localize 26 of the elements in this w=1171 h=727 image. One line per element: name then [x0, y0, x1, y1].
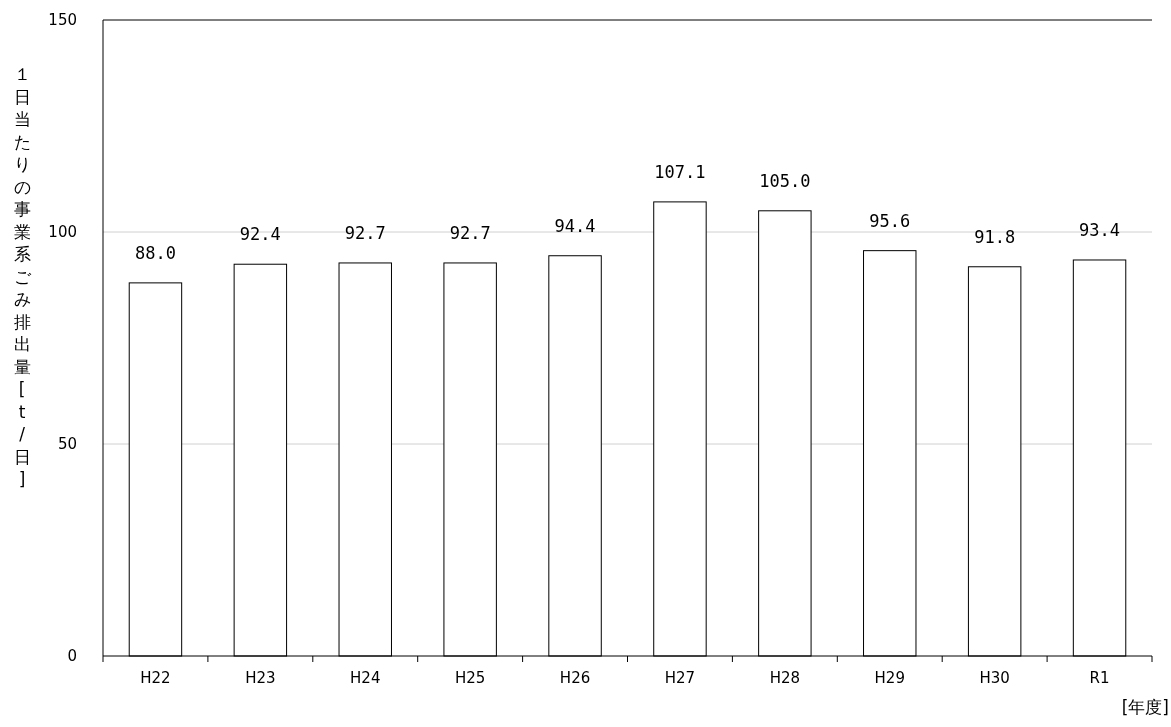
data-label: 92.4 — [239, 224, 281, 245]
x-tick-label: H27 — [664, 669, 696, 687]
data-label: 95.6 — [869, 210, 911, 231]
x-tick-label: H25 — [454, 669, 486, 687]
x-tick-label: H29 — [874, 669, 905, 687]
x-axis-title: [年度] — [1121, 697, 1169, 717]
y-tick-label: 100 — [48, 223, 77, 241]
data-label: 92.7 — [449, 222, 491, 243]
data-label: 105.0 — [759, 170, 811, 191]
text: １日当たりの事業系ごみ排出量[t/日] — [13, 64, 31, 489]
x-tick-label: H23 — [245, 669, 276, 687]
x-tick-label: R1 — [1089, 669, 1110, 687]
data-label: 91.8 — [974, 226, 1016, 247]
data-label: 93.4 — [1079, 219, 1121, 240]
x-tick-label: H22 — [140, 669, 171, 687]
y-tick-label: 50 — [57, 435, 77, 453]
x-tick-label: H28 — [769, 669, 801, 687]
x-tick-label: H30 — [979, 669, 1010, 687]
x-tick-label: H26 — [559, 669, 591, 687]
data-label: 94.4 — [554, 215, 596, 236]
data-label: 88.0 — [134, 242, 176, 263]
y-tick-label: 0 — [67, 647, 77, 665]
x-tick-label: H24 — [350, 669, 381, 687]
data-label: 92.7 — [344, 222, 386, 243]
y-tick-label: 150 — [48, 11, 77, 29]
data-label: 107.1 — [654, 161, 706, 182]
